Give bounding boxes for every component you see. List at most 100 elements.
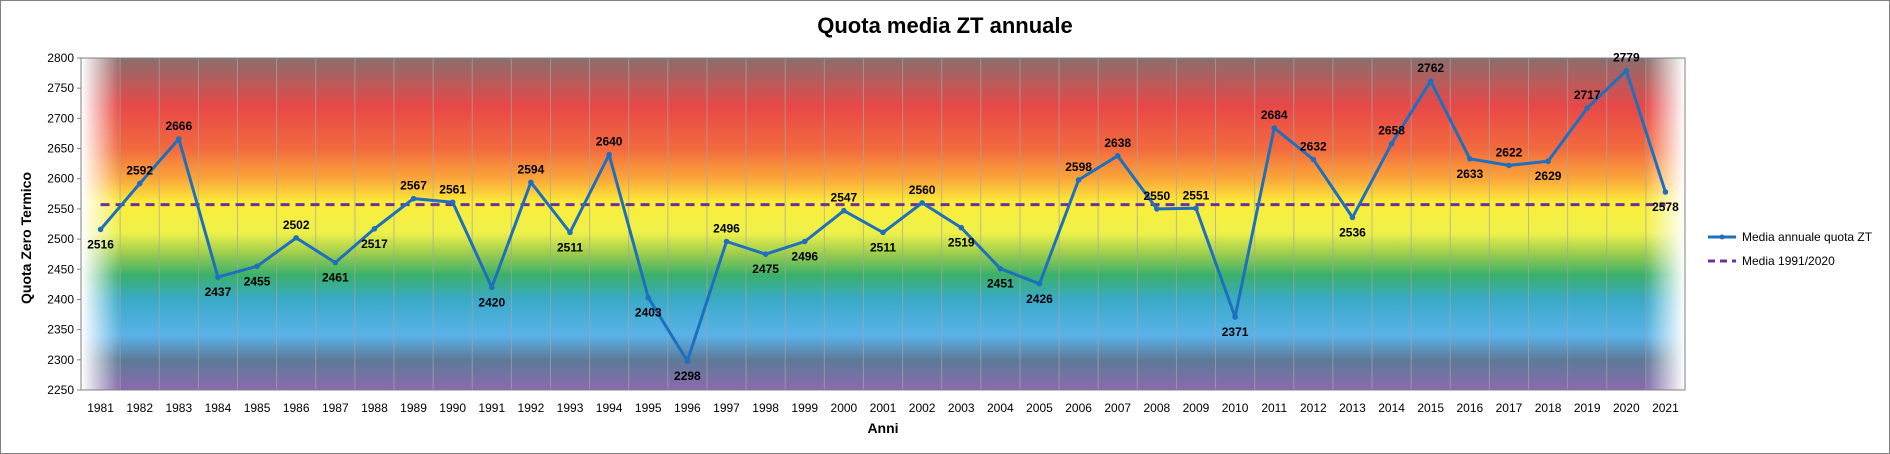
x-tick-label: 2007	[1104, 401, 1131, 415]
x-tick-label: 2011	[1261, 401, 1287, 415]
data-label: 2684	[1261, 108, 1288, 122]
y-tick-label: 2350	[47, 323, 74, 337]
y-tick-label: 2800	[47, 51, 74, 65]
x-tick-label: 2009	[1183, 401, 1210, 415]
data-label: 2298	[674, 369, 701, 383]
fade-left	[81, 58, 121, 390]
data-label: 2629	[1535, 169, 1562, 183]
data-label: 2496	[713, 222, 740, 236]
data-label: 2516	[87, 237, 114, 251]
data-label: 2640	[596, 135, 623, 149]
data-point	[528, 179, 534, 186]
data-point	[1310, 156, 1317, 163]
data-point	[136, 180, 143, 187]
data-label: 2567	[400, 179, 427, 193]
y-tick-label: 2700	[47, 111, 74, 125]
x-tick-label: 2004	[987, 401, 1014, 415]
data-point	[606, 151, 612, 158]
y-tick-label: 2400	[47, 292, 74, 306]
data-label: 2536	[1339, 225, 1366, 239]
data-label: 2371	[1222, 325, 1249, 339]
x-tick-label: 2006	[1065, 401, 1092, 415]
data-label: 2762	[1417, 61, 1444, 75]
data-labels: 2516 2592 2666 2437 2455 2502 2461 2517 2567 2561…	[87, 51, 1679, 383]
data-label: 2638	[1104, 136, 1131, 150]
y-tick-label: 2300	[47, 353, 74, 367]
y-tick-label: 2650	[47, 142, 74, 156]
legend: Media annuale quota ZT Media 1991/2020	[1708, 230, 1873, 268]
data-label: 2426	[1026, 292, 1053, 306]
data-label: 2547	[831, 191, 858, 205]
data-label: 2779	[1613, 51, 1640, 65]
data-point	[293, 235, 299, 241]
data-label: 2496	[791, 250, 818, 264]
data-point	[1388, 140, 1395, 147]
x-tick-label: 2020	[1613, 401, 1640, 415]
data-point	[567, 229, 573, 236]
data-point	[488, 284, 495, 291]
x-tick-label: 2000	[831, 401, 858, 415]
y-tick-labels: 2250 2300 2350 2400 2450 2500 2550 2600 2650 2700…	[47, 51, 81, 397]
chart-title: Quota media ZT annuale	[817, 13, 1072, 38]
data-label: 2511	[557, 240, 583, 254]
data-point	[449, 199, 456, 206]
x-tick-label: 1984	[205, 401, 232, 415]
data-label: 2592	[126, 164, 153, 178]
x-tick-label: 1988	[361, 401, 388, 415]
data-point	[723, 238, 730, 245]
data-point	[997, 265, 1004, 272]
data-label: 2578	[1652, 200, 1679, 214]
y-tick-label: 2600	[47, 172, 74, 186]
data-point	[801, 238, 808, 245]
data-point	[1232, 314, 1238, 320]
x-tick-label: 1997	[713, 401, 740, 415]
x-tick-label: 2019	[1574, 401, 1601, 415]
data-label: 2455	[244, 274, 271, 288]
data-point	[97, 226, 104, 233]
data-point	[1036, 280, 1043, 287]
x-tick-label: 1989	[400, 401, 427, 415]
data-label: 2633	[1456, 167, 1483, 181]
data-point	[215, 274, 221, 280]
data-label: 2420	[478, 295, 505, 309]
data-label: 2560	[909, 183, 936, 197]
data-label: 2717	[1574, 88, 1601, 102]
data-point	[919, 200, 925, 206]
x-tick-label: 2008	[1144, 401, 1171, 415]
data-label: 2666	[165, 119, 192, 133]
data-point	[1662, 189, 1669, 195]
x-tick-label: 1981	[87, 401, 114, 415]
data-label: 2437	[205, 285, 232, 299]
data-point	[841, 207, 847, 214]
x-axis-title: Anni	[867, 420, 898, 436]
data-label: 2511	[870, 240, 896, 254]
data-label: 2519	[948, 236, 975, 250]
x-tick-label: 1999	[791, 401, 818, 415]
axes	[80, 57, 1686, 391]
data-label: 2461	[322, 271, 349, 285]
data-point	[1427, 78, 1434, 84]
x-tick-label: 1985	[244, 401, 271, 415]
x-tick-label: 1986	[283, 401, 310, 415]
data-label: 2451	[987, 277, 1014, 291]
y-tick-label: 2750	[47, 81, 74, 95]
x-tick-label: 1995	[635, 401, 662, 415]
data-label: 2622	[1496, 145, 1523, 159]
data-label: 2551	[1183, 188, 1210, 202]
data-label: 2517	[361, 237, 388, 251]
data-point	[645, 294, 652, 301]
data-label: 2632	[1300, 139, 1327, 153]
x-tick-label: 2003	[948, 401, 975, 415]
data-points	[97, 67, 1669, 364]
data-label: 2502	[283, 218, 310, 232]
x-tick-label: 2002	[909, 401, 936, 415]
data-point	[958, 224, 965, 231]
data-point	[1271, 125, 1278, 131]
legend-series-label: Media annuale quota ZT	[1742, 230, 1873, 244]
y-tick-label: 2550	[47, 202, 74, 216]
data-label: 2658	[1378, 124, 1405, 138]
x-tick-label: 2016	[1456, 401, 1483, 415]
y-tick-label: 2450	[47, 262, 74, 276]
data-point	[684, 358, 691, 364]
x-tick-label: 2017	[1496, 401, 1523, 415]
